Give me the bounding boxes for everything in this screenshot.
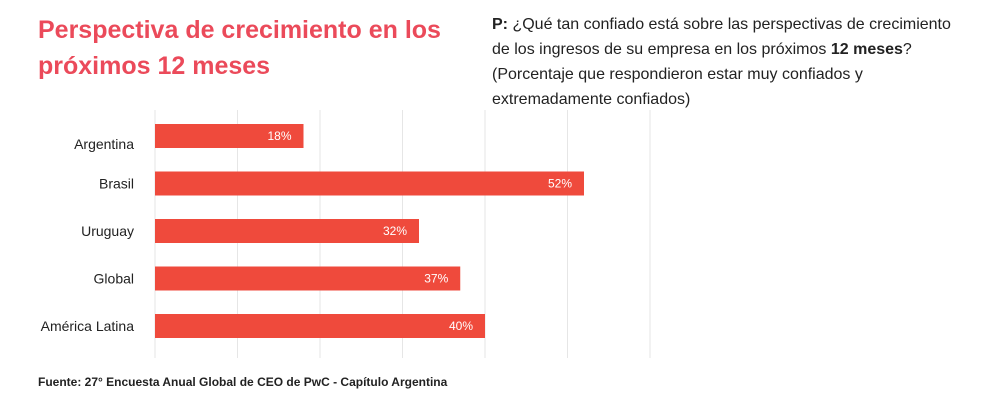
bars [155,124,584,338]
value-label: 18% [267,129,291,143]
category-label: Brasil [99,176,134,192]
value-label: 32% [383,224,407,238]
category-label: América Latina [41,318,135,334]
category-label: Global [94,271,134,287]
source-note: Fuente: 27° Encuesta Anual Global de CEO… [38,375,448,389]
bar [155,171,584,196]
bar [155,266,461,291]
survey-question: P: ¿Qué tan confiado está sobre las pers… [492,12,972,112]
bar [155,219,419,243]
question-text-before: ¿Qué tan confiado está sobre las perspec… [492,16,951,58]
category-labels: Argentina Brasil Uruguay Global América Lati… [41,136,135,334]
value-labels: 18% 52% 32% 37% 40% [267,129,572,333]
question-prefix: P: [492,16,508,33]
chart-title: Perspectiva de crecimiento en los próxim… [38,16,441,80]
question-emphasis: 12 meses [830,41,903,58]
question-text-after: ? (Porcentaje que respondieron estar muy… [492,41,912,108]
bar-chart: Argentina Brasil Uruguay Global América Lati… [41,110,651,358]
bar [155,314,485,338]
bar [155,124,304,148]
value-label: 40% [449,319,473,333]
category-label: Uruguay [81,223,134,239]
category-label: Argentina [74,136,134,152]
value-label: 52% [548,177,572,191]
value-label: 37% [424,272,448,286]
